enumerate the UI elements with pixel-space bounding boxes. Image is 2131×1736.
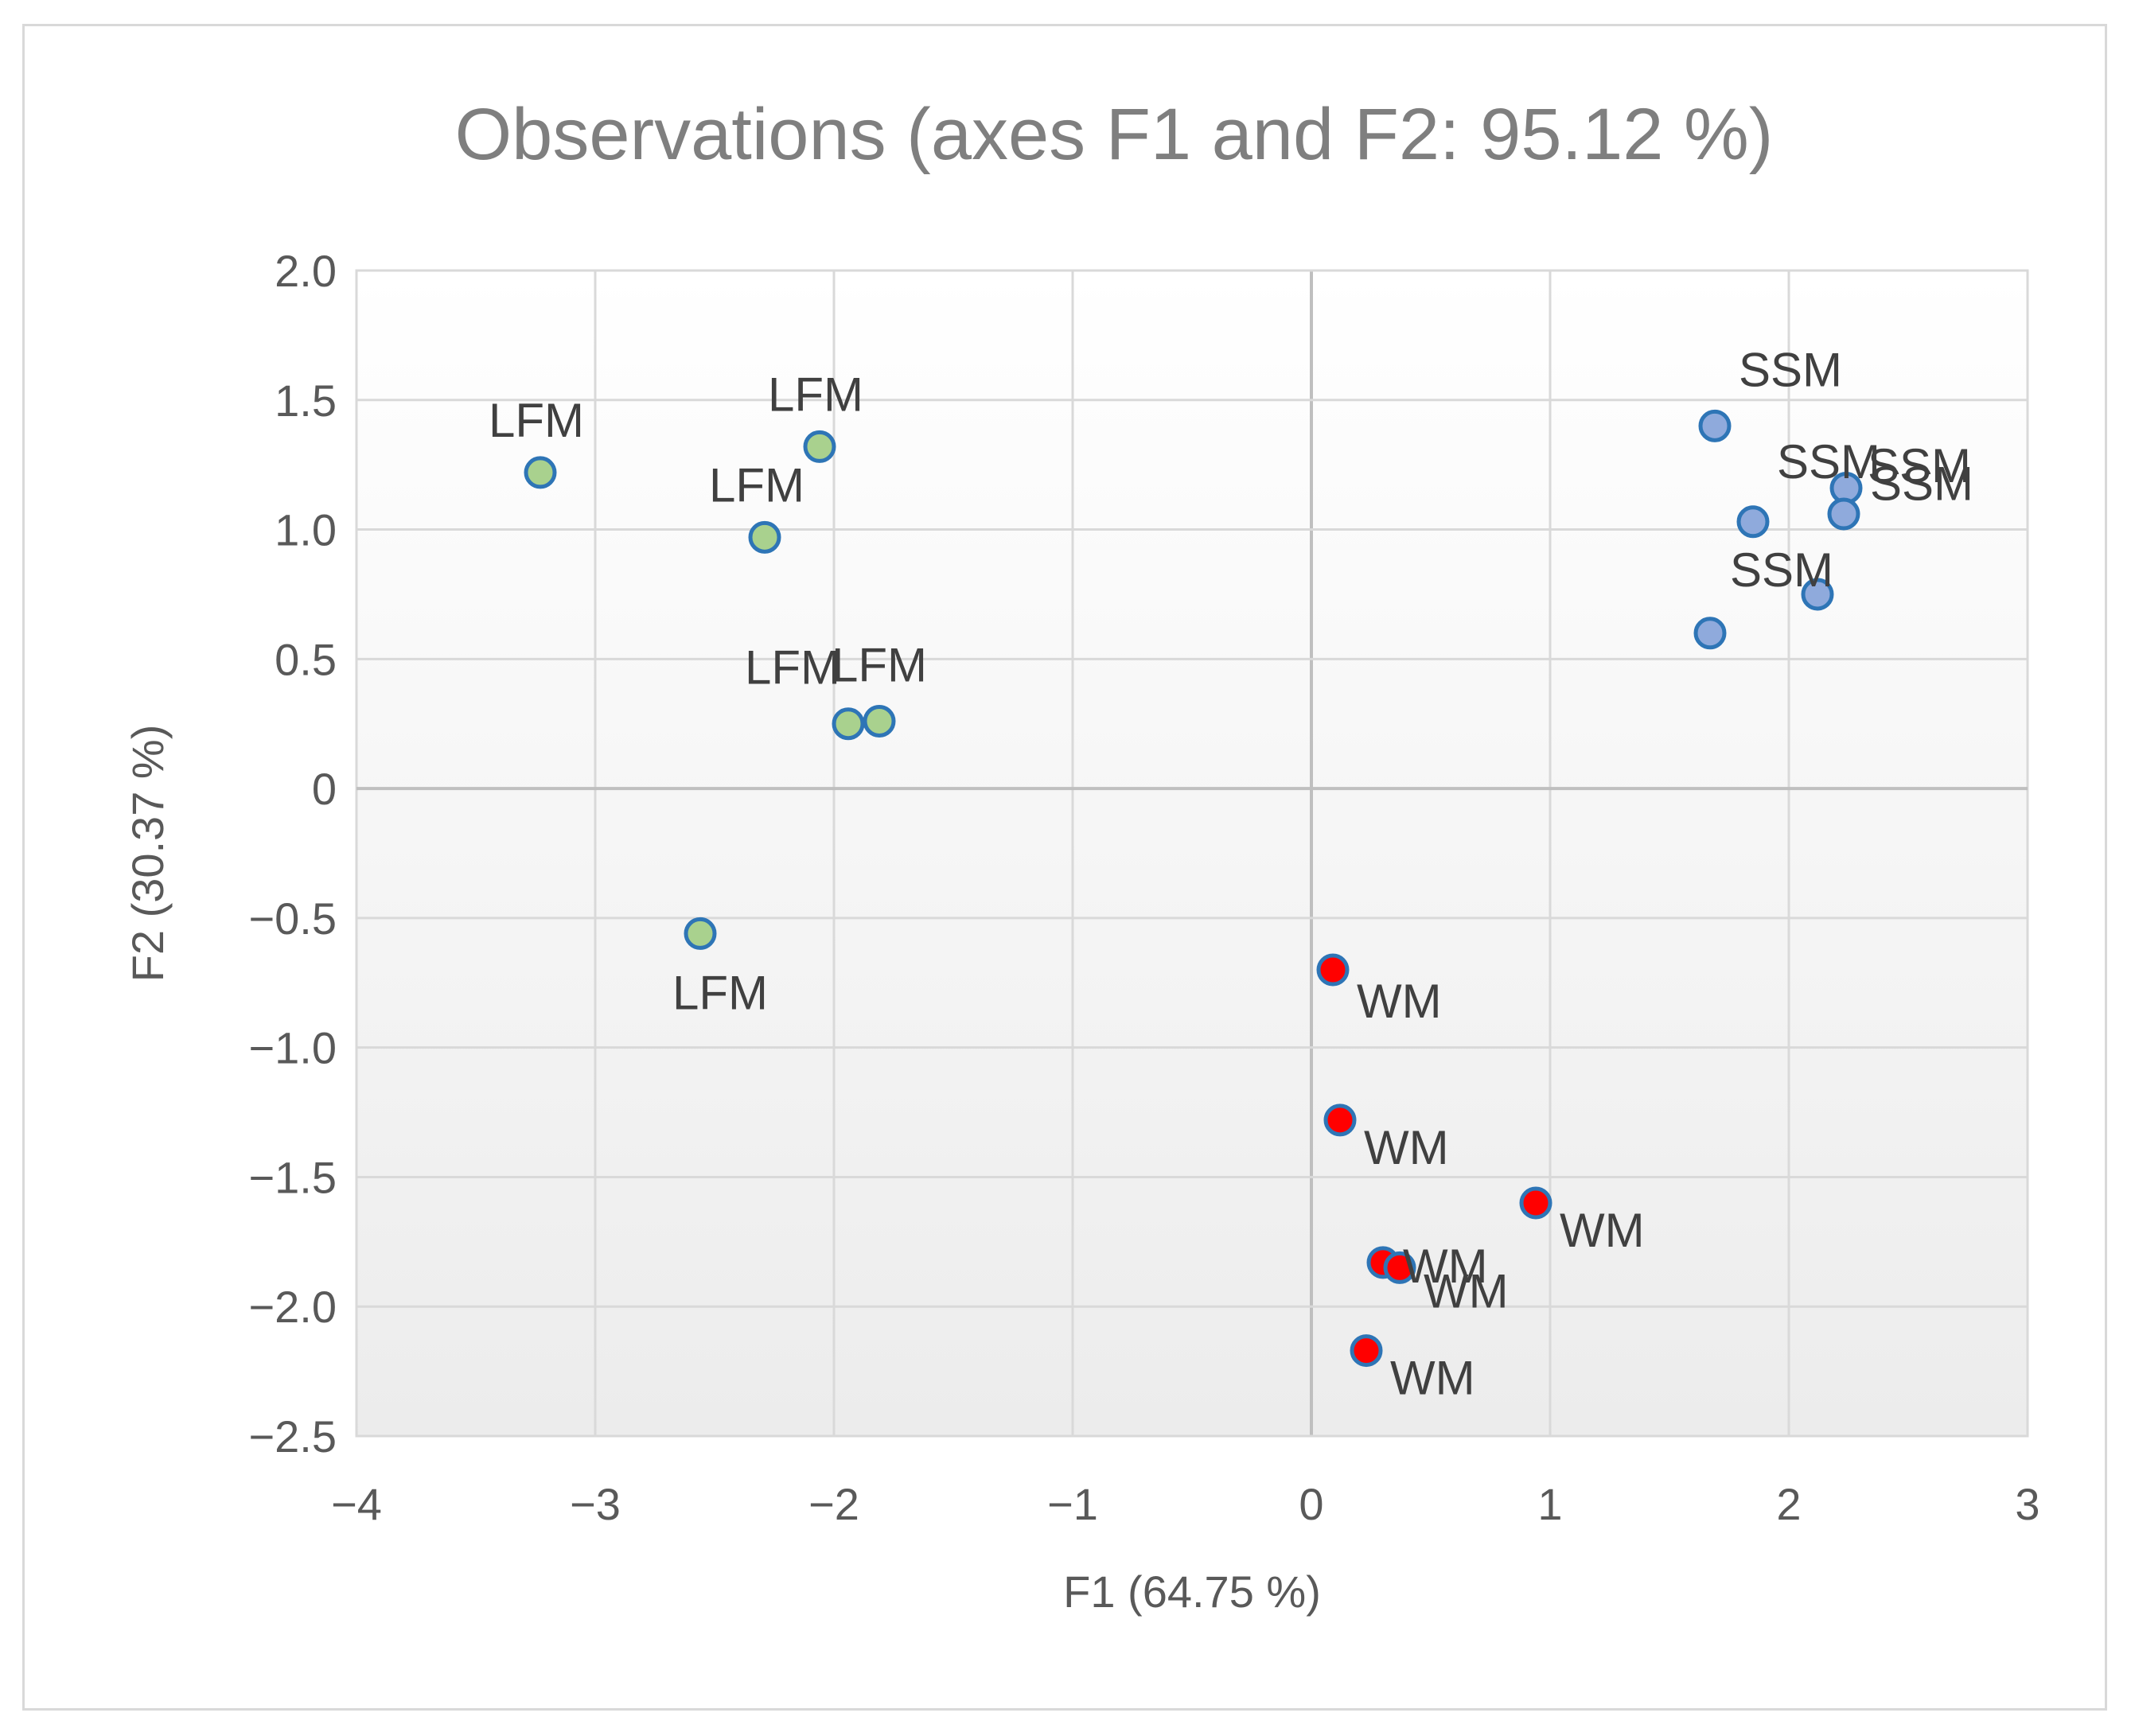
x-tick-label: −2 <box>808 1479 859 1529</box>
chart-title: Observations (axes F1 and F2: 95.12 %) <box>455 94 1774 175</box>
point-label-lfm: LFM <box>832 638 927 691</box>
x-tick-label: −4 <box>331 1479 382 1529</box>
point-lfm <box>684 917 717 950</box>
data-points <box>524 409 1863 1368</box>
point-ssm <box>1693 617 1727 650</box>
point-label-ssm: SSM <box>1777 435 1880 488</box>
point-label-lfm: LFM <box>672 966 768 1019</box>
point-label-wm: WM <box>1424 1264 1509 1318</box>
y-tick-label: 1.0 <box>275 505 337 555</box>
point-labels: LFM LFMLFMLFMLFMLFMSSMSSMSSMSSMSSMWMWMWMW… <box>489 343 1973 1404</box>
point-label-ssm: SSM <box>1730 543 1833 597</box>
point-wm <box>1350 1334 1383 1368</box>
point-lfm <box>524 456 557 489</box>
y-tick-label: −1.0 <box>248 1023 337 1073</box>
x-tick-label: −1 <box>1047 1479 1098 1529</box>
point-wm <box>1519 1186 1552 1220</box>
point-lfm <box>832 707 865 741</box>
point-label-ssm: SSM <box>1870 457 1973 510</box>
grid-lines <box>355 269 2029 1438</box>
x-tick-label: 2 <box>1776 1479 1801 1529</box>
point-ssm <box>1698 409 1732 442</box>
point-label-wm: WM <box>1364 1121 1449 1174</box>
point-label-lfm: LFM <box>489 394 584 447</box>
point-lfm <box>748 520 781 554</box>
y-tick-label: −1.5 <box>248 1152 337 1202</box>
point-label-lfm: LFM <box>768 368 863 421</box>
y-tick-label: −2.0 <box>248 1282 337 1332</box>
y-axis-label: F2 (30.37 %) <box>123 725 173 983</box>
point-label-wm: WM <box>1560 1204 1645 1257</box>
x-tick-label: 3 <box>2015 1479 2039 1529</box>
y-tick-label: 0 <box>312 764 337 814</box>
point-label-ssm: SSM <box>1868 439 1971 492</box>
point-label-lfm: LFM <box>745 641 840 695</box>
y-tick-label: 2.0 <box>275 246 337 296</box>
y-tick-label: 1.5 <box>275 376 337 426</box>
point-ssm <box>1801 578 1834 611</box>
point-lfm <box>803 430 836 463</box>
x-tick-label: −3 <box>570 1479 621 1529</box>
point-label-wm: WM <box>1403 1240 1488 1293</box>
point-lfm <box>863 704 896 738</box>
point-label-wm: WM <box>1390 1352 1475 1405</box>
point-label-wm: WM <box>1357 975 1442 1028</box>
point-wm <box>1316 953 1350 987</box>
point-label-ssm: SSM <box>1739 343 1842 396</box>
y-tick-label: −2.5 <box>248 1411 337 1462</box>
point-ssm <box>1736 505 1770 539</box>
y-tick-label: 0.5 <box>275 634 337 684</box>
axis-ticks: −4 −3 −2 −1 0 1 2 3 2.0 1.5 1.0 0.5 0 −0.5 −1.0 −1.5 −2.… <box>248 246 2039 1529</box>
plot-area <box>355 269 2029 1438</box>
point-label-lfm: LFM <box>709 458 804 512</box>
point-wm <box>1323 1103 1357 1137</box>
point-ssm <box>1827 497 1860 531</box>
x-tick-label: 1 <box>1537 1479 1562 1529</box>
y-tick-label: −0.5 <box>248 893 337 944</box>
point-wm <box>1383 1251 1416 1284</box>
x-tick-label: 0 <box>1299 1479 1323 1529</box>
x-axis-label: F1 (64.75 %) <box>1063 1567 1321 1617</box>
